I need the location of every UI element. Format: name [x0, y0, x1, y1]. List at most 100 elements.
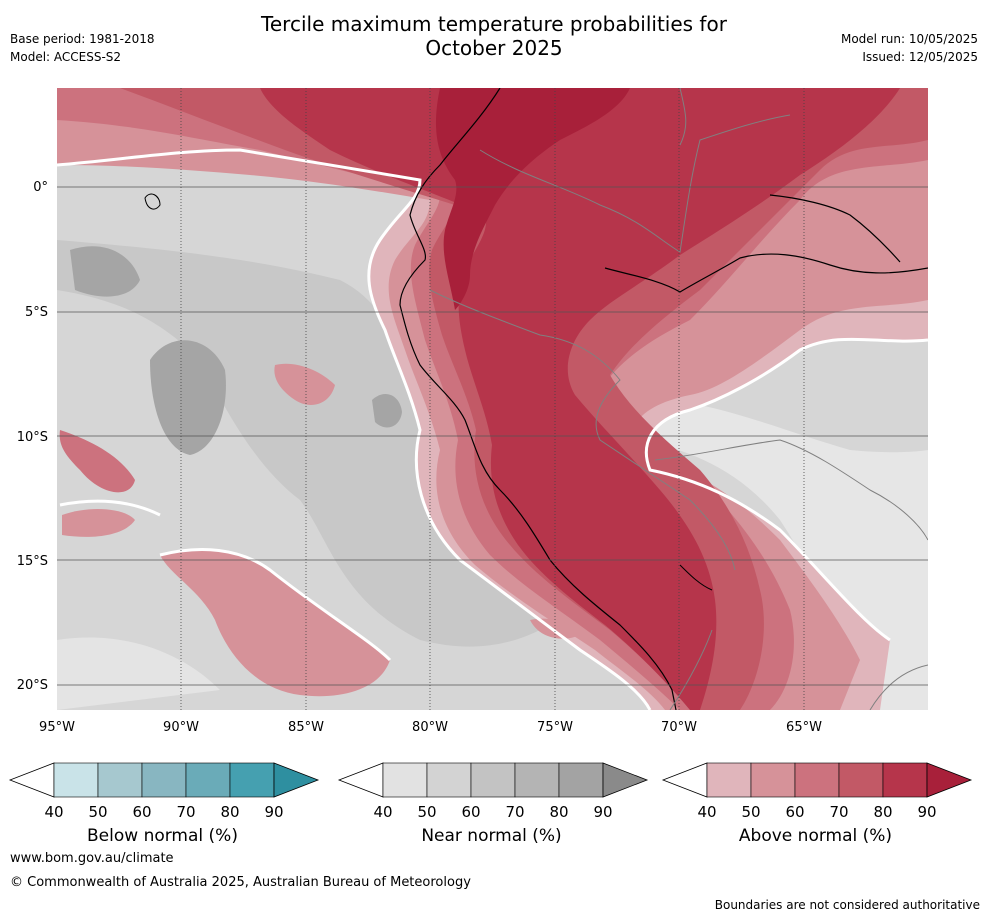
meta-left: Base period: 1981-2018 Model: ACCESS-S2 [10, 30, 155, 66]
footer-disclaimer: Boundaries are not considered authoritat… [714, 898, 980, 912]
lon-label-65w: 65°W [786, 720, 822, 735]
amazon-river [604, 253, 928, 293]
near-normal-80-a [70, 246, 140, 297]
colorbar-tick-label: 60 [785, 803, 804, 821]
boundary-west [57, 148, 652, 710]
above-patch-4 [274, 363, 335, 405]
colorbar-tick-label: 70 [829, 803, 848, 821]
colorbar-tick-label: 80 [220, 803, 239, 821]
footer-url: www.bom.gov.au/climate [10, 851, 174, 866]
meta-right: Model run: 10/05/2025 Issued: 12/05/2025 [841, 30, 978, 66]
above-patch-2 [62, 508, 135, 537]
title-line-2: October 2025 [425, 36, 563, 60]
colorbar-right-extend [273, 762, 320, 798]
colorbar-tick-label: 60 [461, 803, 480, 821]
colorbar-swatch [838, 762, 884, 798]
colorbar-tick-label: 70 [505, 803, 524, 821]
footer-copyright: © Commonwealth of Australia 2025, Austra… [10, 875, 471, 890]
colorbar-title-above: Above normal (%) [738, 826, 893, 846]
colorbar-swatch [97, 762, 143, 798]
lon-label-85w: 85°W [288, 720, 324, 735]
colorbar-tick-label: 40 [44, 803, 63, 821]
border-paraguay [869, 664, 928, 710]
near-normal-60 [57, 240, 546, 647]
colorbar-left-extend [8, 762, 55, 798]
river-north [769, 194, 901, 263]
issued-date: Issued: 12/05/2025 [862, 50, 978, 64]
chart-title: Tercile maximum temperature probabilitie… [0, 12, 988, 60]
colorbar-left-extend [337, 762, 384, 798]
boundary-east [644, 337, 928, 642]
colorbar-right-extend [926, 762, 973, 798]
colorbar-above-normal: 40 50 60 70 80 90 [661, 762, 973, 821]
near-normal-80-b [150, 340, 226, 455]
lon-axis-labels: 95°W 90°W 85°W 80°W 75°W 70°W 65°W [39, 720, 822, 735]
border-brazil-bolivia [654, 439, 928, 541]
lon-label-95w: 95°W [39, 720, 75, 735]
colorbar-swatch [53, 762, 99, 798]
colorbar-swatch [750, 762, 796, 798]
lon-label-90w: 90°W [163, 720, 199, 735]
colorbar-tick-label: 40 [697, 803, 716, 821]
colorbar-swatch [794, 762, 840, 798]
colorbar-swatch [185, 762, 231, 798]
model-run: Model run: 10/05/2025 [840, 32, 978, 46]
coastline-west [399, 88, 677, 710]
colorbar-title-near: Near normal (%) [421, 826, 562, 846]
lat-axis-labels: 0° 5°S 10°S 15°S 20°S [17, 180, 48, 693]
model-name: Model: ACCESS-S2 [10, 50, 122, 64]
colorbar-tick-label: 80 [873, 803, 892, 821]
above-patch-3 [160, 549, 390, 697]
colorbar-right-extend [602, 762, 649, 798]
colorbar-swatch [470, 762, 516, 798]
above-normal-90 [435, 88, 630, 310]
colorbar-swatch [558, 762, 604, 798]
colorbar-swatch [882, 762, 928, 798]
map-field [57, 88, 928, 710]
lat-label-15s: 15°S [17, 554, 48, 569]
colorbar-tick-label: 60 [132, 803, 151, 821]
lon-label-70w: 70°W [661, 720, 697, 735]
colorbar-tick-label: 70 [176, 803, 195, 821]
colorbar-swatch [382, 762, 428, 798]
colorbar-title-below: Below normal (%) [87, 826, 238, 846]
colorbar-near-normal: 40 50 60 70 80 90 [337, 762, 649, 821]
above-normal-80 [260, 88, 900, 710]
border-peru-bolivia [429, 289, 736, 571]
colorbar-tick-label: 50 [741, 803, 760, 821]
border-chile-bolivia [669, 629, 713, 710]
colorbar-swatch [426, 762, 472, 798]
colorbar-tick-label: 90 [593, 803, 612, 821]
base-period: Base period: 1981-2018 [10, 32, 155, 46]
colorbar-tick-label: 40 [373, 803, 392, 821]
lake-titicaca [679, 564, 713, 591]
colorbar-tick-label: 80 [549, 803, 568, 821]
colorbar-swatch [141, 762, 187, 798]
colorbar-below-normal: 40 50 60 70 80 90 [8, 762, 320, 821]
gridlines [57, 186, 928, 686]
colorbar-swatch [229, 762, 275, 798]
title-line-1: Tercile maximum temperature probabilitie… [261, 12, 727, 36]
lon-label-75w: 75°W [537, 720, 573, 735]
above-patch-1 [59, 430, 135, 493]
colorbar-swatch [514, 762, 560, 798]
galapagos [144, 193, 161, 210]
border-colombia [479, 114, 791, 253]
colorbar-swatch [706, 762, 752, 798]
colorbar-tick-label: 50 [417, 803, 436, 821]
border-venezuela [679, 88, 687, 146]
lat-label-20s: 20°S [17, 678, 48, 693]
boundary-patch-2 [59, 499, 161, 517]
near-normal-80-c [372, 393, 402, 428]
lat-label-0: 0° [33, 180, 48, 195]
colorbar-tick-label: 90 [917, 803, 936, 821]
near-normal-40-sw [57, 637, 220, 710]
colorbar-left-extend [661, 762, 708, 798]
colorbar-tick-label: 50 [88, 803, 107, 821]
lon-label-80w: 80°W [412, 720, 448, 735]
lat-label-5s: 5°S [25, 305, 48, 320]
lat-label-10s: 10°S [17, 430, 48, 445]
colorbar-tick-label: 90 [264, 803, 283, 821]
boundary-patch [159, 548, 392, 662]
